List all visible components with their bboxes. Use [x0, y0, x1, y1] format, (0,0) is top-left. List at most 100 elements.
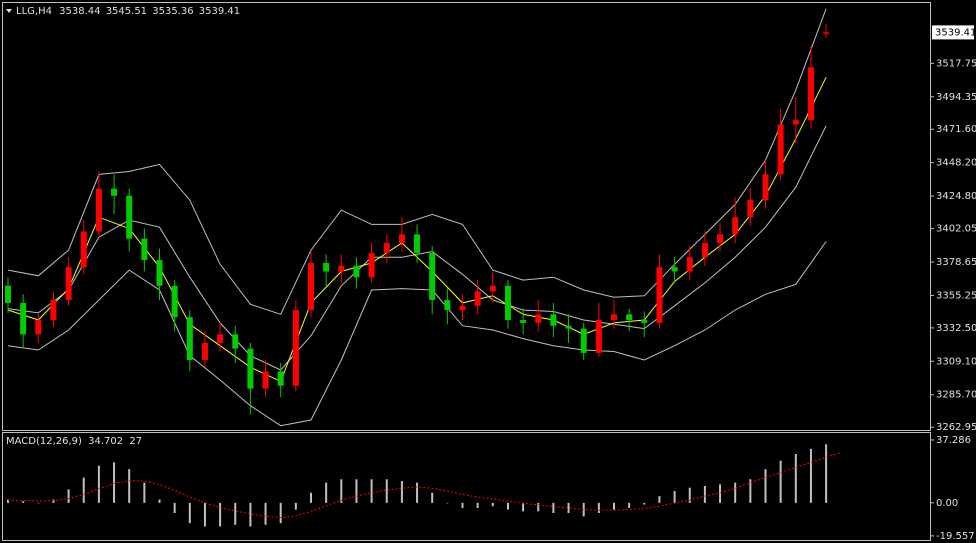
macd-bar — [340, 479, 343, 503]
high-value: 3545.51 — [106, 6, 147, 17]
macd-bar — [219, 502, 222, 527]
macd-bar — [673, 491, 676, 503]
macd-bar — [446, 502, 449, 504]
candle-body — [504, 285, 511, 321]
macd-bar — [203, 502, 206, 527]
candle-body — [474, 291, 481, 306]
y-tick-label: 37.286 — [936, 435, 971, 446]
menu-triangle[interactable] — [6, 9, 12, 13]
candle-body — [247, 348, 254, 389]
macd-bar — [264, 502, 267, 525]
macd-bar — [552, 502, 555, 513]
candle-body — [732, 217, 739, 235]
y-tick-label: 3494.35 — [936, 92, 976, 103]
macd-bar — [809, 448, 812, 503]
low-value: 3535.36 — [152, 6, 193, 17]
candle-body — [217, 334, 224, 343]
candle-body — [701, 242, 708, 258]
macd-bar — [400, 480, 403, 503]
macd-bar — [67, 489, 70, 503]
macd-bar — [158, 499, 161, 503]
candle-body — [338, 265, 345, 272]
macd-bar — [325, 482, 328, 503]
candle-body — [611, 314, 617, 321]
y-tick-label: 3309.10 — [936, 356, 976, 367]
macd-bar — [749, 479, 752, 503]
macd-bar — [279, 502, 282, 524]
candle-body — [535, 314, 542, 323]
candle-body — [626, 314, 633, 321]
candle-body — [807, 67, 814, 121]
macd-bar — [688, 487, 691, 503]
candle-body — [383, 242, 390, 253]
y-tick-label: 3424.80 — [936, 191, 976, 202]
macd-bar — [22, 501, 25, 503]
macd-bar — [779, 460, 782, 503]
macd-bar — [522, 502, 525, 512]
macd-header: MACD(12,26,9) 34.702 27 — [6, 436, 142, 447]
y-tick-label: 3355.25 — [936, 290, 976, 301]
macd-bar — [370, 479, 373, 503]
overlay-line — [7, 241, 827, 427]
macd-bar — [173, 502, 176, 513]
macd-bar — [658, 496, 661, 503]
candle-body — [201, 342, 208, 361]
candle-body — [398, 234, 405, 243]
macd-bar — [249, 502, 252, 527]
candle-body — [368, 252, 375, 278]
macd-bar — [310, 492, 312, 503]
candle-body — [641, 320, 648, 323]
macd-bar — [628, 502, 631, 508]
candle-body — [489, 285, 496, 292]
candle-body — [777, 124, 784, 175]
symbol-title: LLG,H4 — [16, 6, 52, 17]
candle-body — [156, 260, 163, 286]
candle-body — [595, 320, 602, 353]
macd-bar — [143, 482, 146, 503]
macd-title: MACD(12,26,9) — [6, 436, 82, 447]
y-tick-label: 3402.05 — [936, 224, 976, 235]
macd-bar — [567, 502, 570, 513]
macd-bar — [188, 502, 191, 524]
macd-bar — [461, 502, 464, 508]
candle-body — [80, 231, 87, 268]
y-tick-label: -19.557 — [936, 531, 975, 542]
macd-bar — [719, 484, 722, 503]
macd-bar — [491, 502, 494, 507]
macd-bar — [597, 502, 600, 513]
candle-body — [580, 328, 587, 353]
candle-body — [565, 325, 572, 329]
candle-body — [141, 238, 148, 261]
macd-value: 34.702 — [88, 436, 123, 447]
macd-bar — [355, 479, 358, 503]
macd-bar — [385, 479, 388, 503]
macd-bar — [825, 444, 828, 503]
open-value: 3538.44 — [59, 6, 100, 17]
candle-body — [429, 252, 436, 301]
macd-bar — [476, 502, 479, 508]
y-tick-label: 3262.95 — [936, 422, 976, 433]
current-price-label: 3539.41 — [935, 27, 976, 38]
candle-body — [126, 195, 133, 239]
candle-body — [353, 265, 360, 278]
candle-body — [671, 267, 678, 272]
candle-body — [747, 200, 754, 218]
macd-bar — [431, 492, 434, 503]
signal-line — [7, 452, 842, 519]
close-value: 3539.41 — [199, 6, 240, 17]
candle-body — [292, 310, 299, 386]
candle-body — [792, 120, 799, 125]
macd-bar — [7, 499, 9, 503]
macd-bar — [794, 453, 797, 503]
y-tick-label: 3471.60 — [936, 124, 976, 135]
y-tick-label: 3332.50 — [936, 323, 976, 334]
candle-body — [717, 234, 724, 243]
candle-body — [20, 302, 27, 335]
candle-body — [823, 32, 830, 34]
candle-body — [186, 317, 193, 361]
chart-header: LLG,H4 3538.44 3545.51 3535.36 3539.41 — [16, 6, 240, 17]
candle-body — [323, 262, 330, 272]
candle-body — [656, 267, 663, 323]
current-price-box — [932, 25, 974, 40]
candle-body — [262, 371, 269, 389]
